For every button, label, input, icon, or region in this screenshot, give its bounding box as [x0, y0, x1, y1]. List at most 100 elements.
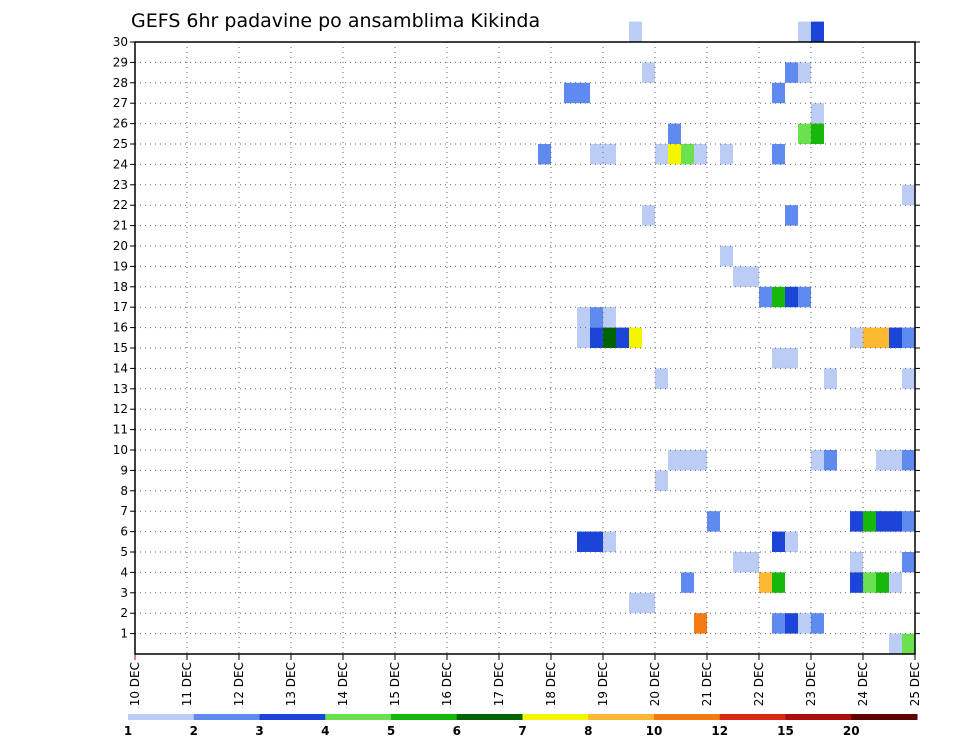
colorbar: 1 2 3 4 5 6 7 8 10 12 15 20 — [124, 714, 918, 738]
y-tick-label: 20 — [113, 239, 128, 253]
colorbar-tick-label: 2 — [190, 724, 198, 738]
heatmap-cell — [772, 286, 785, 308]
colorbar-tick-label: 15 — [777, 724, 794, 738]
y-tick-label: 5 — [120, 545, 128, 559]
heatmap-cell — [603, 327, 616, 348]
colorbar-swatch — [193, 714, 260, 720]
heatmap-cell — [785, 348, 798, 369]
y-tick-label: 30 — [113, 35, 128, 49]
heatmap-cell — [603, 531, 616, 552]
colorbar-tick-label: 3 — [255, 724, 263, 738]
y-tick-label: 11 — [113, 423, 128, 437]
heatmap-cell — [642, 592, 655, 614]
heatmap-cell — [720, 144, 733, 165]
heatmap-cell — [694, 144, 707, 165]
colorbar-swatch — [456, 714, 523, 720]
heatmap-cell — [720, 246, 733, 267]
heatmap-cell — [603, 307, 616, 328]
x-tick-label: 12 DEC — [232, 662, 246, 706]
heatmap-cell — [759, 286, 772, 308]
heatmap-cell — [798, 123, 811, 144]
colorbar-swatch — [588, 714, 655, 720]
x-tick-label: 23 DEC — [804, 662, 818, 706]
colorbar-swatch — [128, 714, 195, 720]
colorbar-tick-label: 5 — [387, 724, 395, 738]
colorbar-tick-label: 7 — [518, 724, 526, 738]
heatmap-cell — [785, 286, 798, 308]
y-tick-label: 28 — [113, 76, 128, 90]
y-tick-label: 24 — [113, 157, 128, 171]
heatmap-cell — [590, 144, 603, 165]
colorbar-tick-label: 10 — [646, 724, 663, 738]
x-tick-label: 18 DEC — [544, 662, 558, 706]
heatmap-cell — [564, 82, 577, 104]
heatmap-cell — [772, 82, 785, 104]
heatmap-cell — [629, 21, 642, 42]
heatmap-cell — [850, 511, 863, 532]
heatmap-cell — [668, 144, 681, 165]
y-tick-label: 27 — [113, 96, 128, 110]
heatmap-cell — [785, 205, 798, 226]
cells-layer — [538, 21, 915, 654]
heatmap-cell — [850, 572, 863, 593]
heatmap-cell — [538, 144, 551, 165]
heatmap-cell — [798, 62, 811, 83]
heatmap-cell — [681, 144, 694, 165]
heatmap-cell — [902, 633, 915, 654]
y-tick-label: 3 — [120, 586, 128, 600]
y-tick-label: 9 — [120, 463, 128, 477]
y-tick-label: 2 — [120, 606, 128, 620]
colorbar-swatch — [522, 714, 589, 720]
heatmap-cell — [772, 144, 785, 165]
heatmap-cell — [876, 327, 889, 348]
heatmap-cell — [772, 572, 785, 593]
heatmap-cell — [772, 348, 785, 369]
heatmap-cell — [694, 450, 707, 471]
y-tick-label: 26 — [113, 117, 128, 131]
y-tick-label: 25 — [113, 137, 128, 151]
heatmap-cell — [785, 62, 798, 83]
plot-frame — [134, 41, 916, 655]
heatmap-cell — [824, 450, 837, 471]
heatmap-cell — [902, 327, 915, 348]
y-tick-label: 6 — [120, 525, 128, 539]
y-tick-label: 18 — [113, 280, 128, 294]
heatmap-cell — [902, 184, 915, 206]
heatmap-cell — [824, 368, 837, 389]
heatmap-cell — [655, 144, 668, 165]
heatmap-cell — [889, 572, 902, 593]
y-tick-label: 14 — [113, 361, 128, 375]
heatmap-cell — [655, 470, 668, 491]
heatmap-cell — [642, 62, 655, 83]
heatmap-cell — [616, 327, 629, 348]
heatmap-cell — [850, 552, 863, 573]
heatmap-cell — [798, 613, 811, 634]
heatmap-cell — [863, 511, 876, 532]
y-tick-label: 16 — [113, 321, 128, 335]
y-tick-label: 29 — [113, 55, 128, 69]
colorbar-tick-label: 20 — [843, 724, 860, 738]
y-tick-label: 15 — [113, 341, 128, 355]
y-tick-label: 21 — [113, 219, 128, 233]
y-tick-label: 8 — [120, 484, 128, 498]
x-tick-label: 15 DEC — [388, 662, 402, 706]
y-tick-label: 12 — [113, 402, 128, 416]
x-tick-label: 20 DEC — [648, 662, 662, 706]
axis-layer: 1234567891011121314151617181920212223242… — [113, 35, 922, 706]
y-tick-label: 17 — [113, 300, 128, 314]
heatmap-cell — [629, 592, 642, 614]
heatmap-cell — [811, 123, 824, 144]
heatmap-cell — [590, 327, 603, 348]
colorbar-swatch — [785, 714, 852, 720]
colorbar-swatch — [325, 714, 392, 720]
heatmap-cell — [889, 450, 902, 471]
heatmap-cell — [811, 450, 824, 471]
heatmap-cell — [902, 511, 915, 532]
heatmap-cell — [590, 307, 603, 328]
y-tick-label: 4 — [120, 565, 128, 579]
heatmap-cell — [902, 450, 915, 471]
heatmap-cell — [772, 613, 785, 634]
y-tick-label: 19 — [113, 259, 128, 273]
heatmap-cell — [746, 266, 759, 287]
